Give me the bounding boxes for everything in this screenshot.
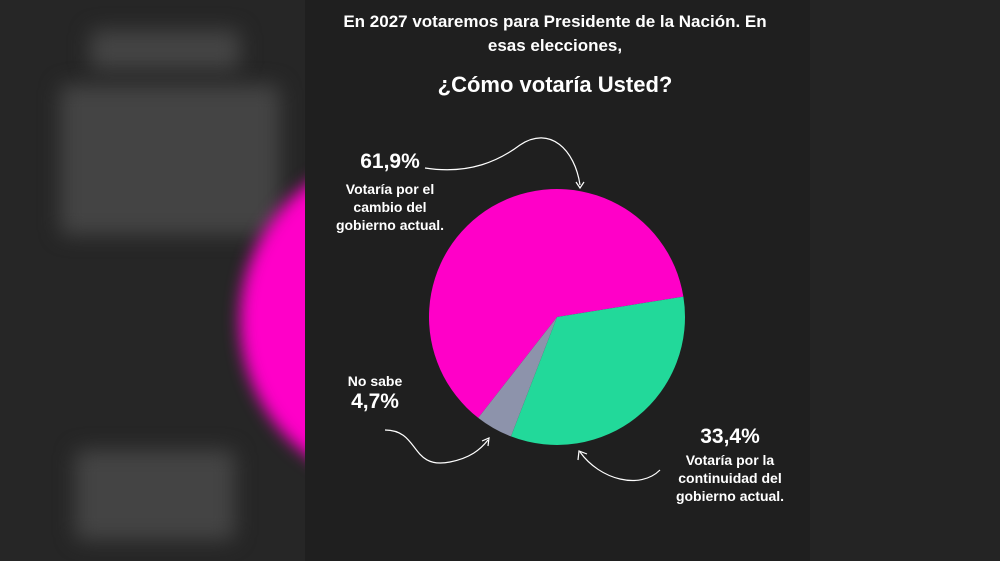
arrow bbox=[384, 429, 489, 464]
slice-label: 33,4% Votaría por la continuidad del gob… bbox=[660, 425, 800, 505]
category-label: Votaría por la continuidad del gobierno … bbox=[675, 452, 785, 504]
title: En 2027 votaremos para Presidente de la … bbox=[343, 12, 767, 55]
arrow bbox=[424, 137, 581, 186]
arrow-head bbox=[481, 437, 490, 447]
pie-slice bbox=[510, 296, 685, 446]
value-label: 33,4% bbox=[700, 425, 760, 448]
blurred-background bbox=[810, 0, 1000, 561]
blur bbox=[75, 450, 235, 540]
arrow-head bbox=[577, 450, 588, 461]
arrow-head bbox=[575, 181, 585, 190]
category-label: Votaría por el cambio del gobierno actua… bbox=[335, 181, 445, 233]
value-label: 4,7% bbox=[351, 390, 399, 413]
blur bbox=[60, 85, 280, 235]
value-label: 61,9% bbox=[360, 150, 420, 173]
category-label: No sabe bbox=[347, 373, 403, 389]
pie-slice bbox=[428, 188, 684, 418]
slice-label: No sabe 4,7% bbox=[320, 372, 430, 414]
subtitle: ¿Cómo votaría Usted? bbox=[437, 72, 673, 97]
slice-label: 61,9% Votaría por el cambio del gobierno… bbox=[330, 150, 450, 234]
pie-slice bbox=[478, 317, 557, 437]
blur bbox=[90, 30, 240, 70]
arrows bbox=[384, 137, 661, 482]
arrow bbox=[579, 451, 661, 482]
blurred-background bbox=[0, 0, 305, 561]
